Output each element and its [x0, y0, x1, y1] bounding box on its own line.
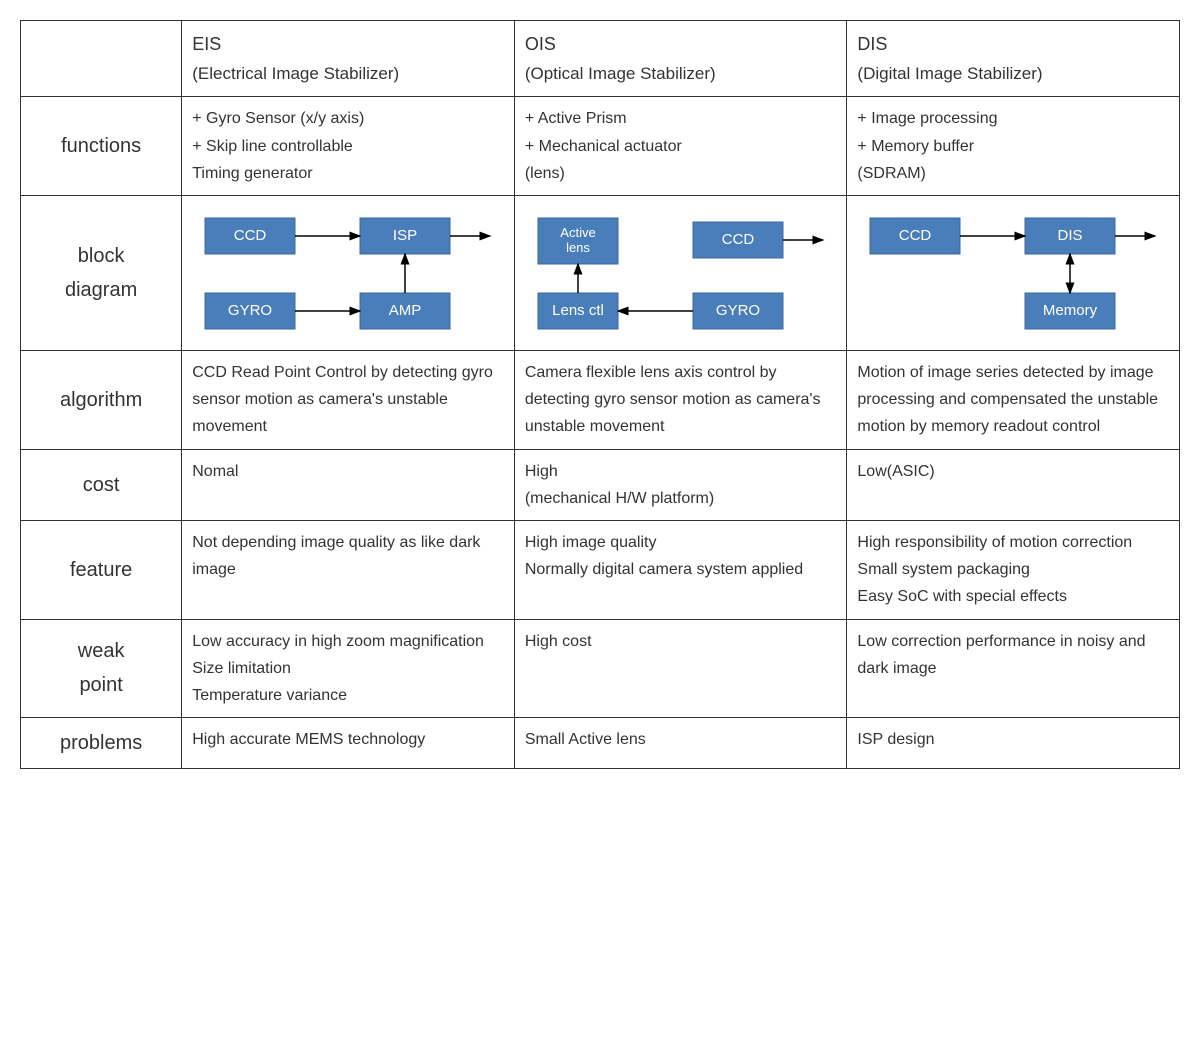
cell-functions-ois: + Active Prism+ Mechanical actuator(lens… — [514, 97, 847, 196]
row-functions: functions + Gyro Sensor (x/y axis)+ Skip… — [21, 97, 1180, 196]
diagram-dis: CCD DIS Memory — [847, 196, 1180, 351]
header-ois-long: (Optical Image Stabilizer) — [525, 64, 716, 83]
row-label-functions: functions — [21, 97, 182, 196]
diagram-ois: Activelens CCD Lens ctl GYRO — [514, 196, 847, 351]
header-ois-short: OIS — [525, 34, 556, 54]
row-label-problems: problems — [21, 718, 182, 769]
row-label-algorithm: algorithm — [21, 351, 182, 450]
svg-text:GYRO: GYRO — [228, 302, 272, 319]
header-eis: EIS (Electrical Image Stabilizer) — [182, 21, 515, 97]
row-label-cost: cost — [21, 449, 182, 520]
row-feature: feature Not depending image quality as l… — [21, 520, 1180, 619]
svg-text:Memory: Memory — [1043, 302, 1098, 319]
row-block-diagram: blockdiagram CCD ISP GYRO AMP Activelens CCD… — [21, 196, 1180, 351]
cell-problems-ois: Small Active lens — [514, 718, 847, 769]
cell-weak-dis: Low correction performance in noisy and … — [847, 619, 1180, 718]
cell-problems-dis: ISP design — [847, 718, 1180, 769]
header-dis: DIS (Digital Image Stabilizer) — [847, 21, 1180, 97]
comparison-table: EIS (Electrical Image Stabilizer) OIS (O… — [20, 20, 1180, 769]
header-eis-short: EIS — [192, 34, 221, 54]
row-algorithm: algorithm CCD Read Point Control by dete… — [21, 351, 1180, 450]
row-label-feature: feature — [21, 520, 182, 619]
cell-functions-eis: + Gyro Sensor (x/y axis)+ Skip line cont… — [182, 97, 515, 196]
svg-text:CCD: CCD — [899, 227, 932, 244]
cell-algorithm-ois: Camera flexible lens axis control by det… — [514, 351, 847, 450]
svg-text:GYRO: GYRO — [716, 302, 760, 319]
header-dis-long: (Digital Image Stabilizer) — [857, 64, 1042, 83]
diagram-eis: CCD ISP GYRO AMP — [182, 196, 515, 351]
cell-weak-ois: High cost — [514, 619, 847, 718]
svg-text:lens: lens — [566, 240, 590, 255]
cell-weak-eis: Low accuracy in high zoom magnificationS… — [182, 619, 515, 718]
cell-cost-dis: Low(ASIC) — [847, 449, 1180, 520]
cell-problems-eis: High accurate MEMS technology — [182, 718, 515, 769]
svg-text:DIS: DIS — [1058, 227, 1083, 244]
cell-feature-dis: High responsibility of motion correction… — [847, 520, 1180, 619]
header-eis-long: (Electrical Image Stabilizer) — [192, 64, 399, 83]
cell-cost-eis: Nomal — [182, 449, 515, 520]
header-dis-short: DIS — [857, 34, 887, 54]
row-label-weak-point: weakpoint — [21, 619, 182, 718]
table-header-row: EIS (Electrical Image Stabilizer) OIS (O… — [21, 21, 1180, 97]
cell-feature-ois: High image qualityNormally digital camer… — [514, 520, 847, 619]
row-problems: problems High accurate MEMS technology S… — [21, 718, 1180, 769]
header-blank — [21, 21, 182, 97]
svg-text:CCD: CCD — [722, 231, 755, 248]
svg-text:AMP: AMP — [389, 302, 422, 319]
cell-feature-eis: Not depending image quality as like dark… — [182, 520, 515, 619]
cell-algorithm-eis: CCD Read Point Control by detecting gyro… — [182, 351, 515, 450]
row-label-block-diagram: blockdiagram — [21, 196, 182, 351]
cell-cost-ois: High(mechanical H/W platform) — [514, 449, 847, 520]
svg-text:Active: Active — [560, 225, 595, 240]
cell-functions-dis: + Image processing+ Memory buffer(SDRAM) — [847, 97, 1180, 196]
svg-text:Lens ctl: Lens ctl — [552, 302, 604, 319]
svg-text:CCD: CCD — [234, 227, 267, 244]
row-weak-point: weakpoint Low accuracy in high zoom magn… — [21, 619, 1180, 718]
header-ois: OIS (Optical Image Stabilizer) — [514, 21, 847, 97]
svg-text:ISP: ISP — [393, 227, 417, 244]
cell-algorithm-dis: Motion of image series detected by image… — [847, 351, 1180, 450]
row-cost: cost Nomal High(mechanical H/W platform)… — [21, 449, 1180, 520]
